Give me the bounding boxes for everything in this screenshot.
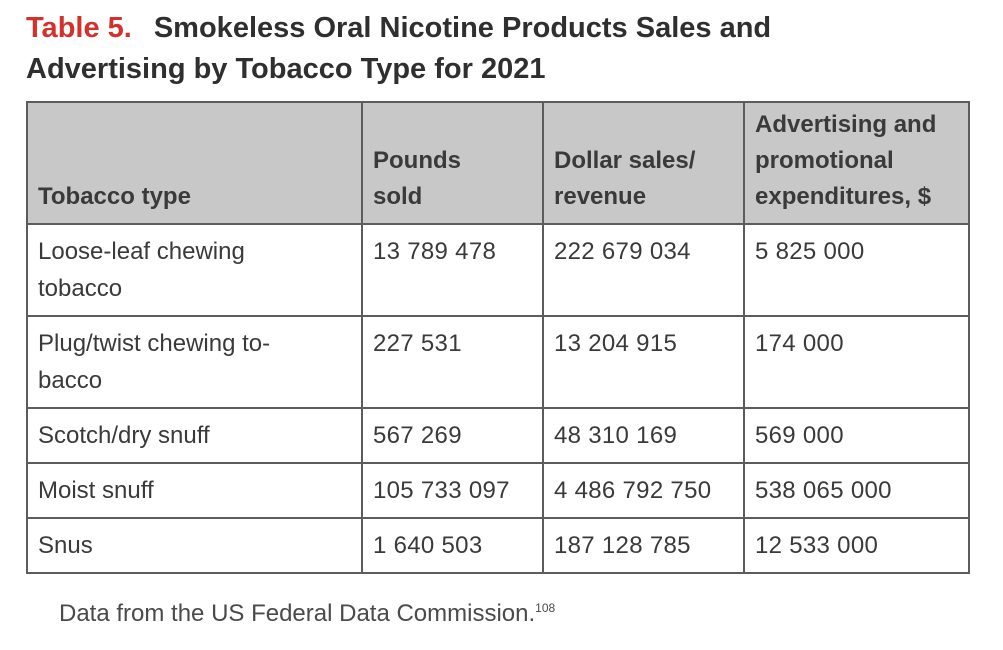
cell-advertising: 5 825 000 [743,223,970,317]
cell-dollars: 222 679 034 [542,223,745,317]
header-dollar-sales: Dollar sales/revenue [542,101,745,225]
table-row: Snus 1 640 503 187 128 785 12 533 000 [26,517,970,574]
cell-tobacco-type: Snus [26,517,363,574]
cell-dollars: 4 486 792 750 [542,462,745,519]
cell-advertising: 12 533 000 [743,517,970,574]
footnote-text: Data from the US Federal Data Commission… [59,600,536,627]
cell-pounds: 105 733 097 [361,462,544,519]
cell-advertising: 174 000 [743,315,970,409]
table-row: Moist snuff 105 733 097 4 486 792 750 53… [26,462,970,519]
cell-dollars: 13 204 915 [542,315,745,409]
header-pounds-sold: Pounds sold [361,101,544,225]
cell-tobacco-type: Moist snuff [26,462,363,519]
table-row: Loose-leaf chewing tobacco 13 789 478 222… [26,223,970,317]
table-number-label: Table 5. [26,12,132,44]
cell-tobacco-type: Scotch/dry snuff [26,407,363,464]
header-row: Tobacco type Pounds sold Dollar sales/rev… [26,101,970,225]
source-footnote: Data from the US Federal Data Commission… [59,600,555,628]
header-adv-line3: expenditures, $ [755,183,932,210]
type-line2: tobacco [38,275,123,302]
cell-advertising: 538 065 000 [743,462,970,519]
header-pounds-line2: sold [373,183,423,210]
footnote-reference: 108 [535,601,556,615]
cell-tobacco-type: Loose-leaf chewing tobacco [26,223,363,317]
header-tobacco-type-text: Tobacco type [38,183,191,210]
type-line1: Plug/twist chewing to- [38,330,271,357]
cell-pounds: 13 789 478 [361,223,544,317]
header-adv-line1: Advertising and [755,111,937,138]
cell-dollars: 48 310 169 [542,407,745,464]
cell-advertising: 569 000 [743,407,970,464]
type-line2: bacco [38,367,103,394]
cell-pounds: 567 269 [361,407,544,464]
cell-pounds: 1 640 503 [361,517,544,574]
table-body: Loose-leaf chewing tobacco 13 789 478 222… [26,223,970,574]
cell-tobacco-type: Plug/twist chewing to-bacco [26,315,363,409]
cell-dollars: 187 128 785 [542,517,745,574]
cell-pounds: 227 531 [361,315,544,409]
type-line1: Loose-leaf chewing [38,238,245,265]
table-row: Scotch/dry snuff 567 269 48 310 169 569 … [26,407,970,464]
table-row: Plug/twist chewing to-bacco 227 531 13 2… [26,315,970,409]
header-adv-line2: promotional [755,147,894,174]
table-header: Tobacco type Pounds sold Dollar sales/rev… [26,101,970,225]
title-line-2: Advertising by Tobacco Type for 2021 [26,53,546,85]
header-pounds-line1: Pounds [373,147,461,174]
header-tobacco-type: Tobacco type [26,101,363,225]
header-dollar-line2: revenue [554,183,647,210]
sales-table: Tobacco type Pounds sold Dollar sales/rev… [26,101,970,574]
table-title: Table 5. Smokeless Oral Nicotine Products… [26,8,976,90]
header-dollar-line1: Dollar sales/ [554,147,696,174]
title-line-1: Smokeless Oral Nicotine Products Sales a… [153,12,772,44]
header-advertising: Advertising and promotional expenditures, … [743,101,970,225]
